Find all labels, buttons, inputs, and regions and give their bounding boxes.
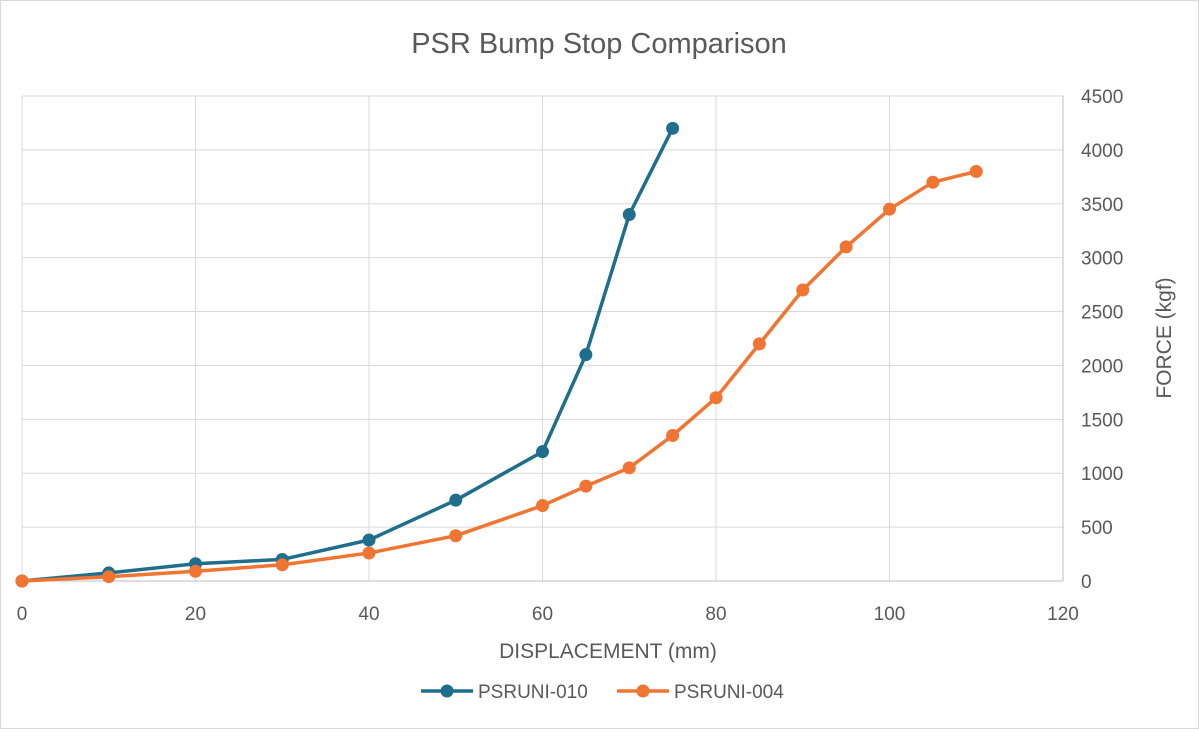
data-point: [622, 208, 636, 222]
legend: PSRUNI-010 PSRUNI-004: [421, 682, 784, 703]
y-tick-label: 4500: [1081, 87, 1123, 108]
y-tick-label: 500: [1081, 518, 1113, 539]
data-point: [275, 558, 289, 572]
y-tick-label: 3500: [1081, 195, 1123, 216]
series-line: [20, 169, 979, 583]
y-axis-title: FORCE (kgf): [1153, 277, 1176, 398]
data-point: [969, 164, 983, 178]
x-tick-label: 80: [705, 604, 726, 625]
data-point: [189, 564, 202, 578]
data-point: [926, 175, 940, 189]
data-point: [666, 121, 680, 135]
y-tick-label: 3000: [1081, 249, 1123, 270]
data-point: [449, 493, 463, 507]
legend-item: PSRUNI-004: [617, 682, 784, 703]
x-tick-label: 120: [1047, 604, 1079, 625]
plot-area: [15, 121, 983, 588]
data-point: [536, 499, 549, 513]
x-tick-label: 100: [874, 604, 906, 625]
legend-swatch-marker: [636, 684, 650, 698]
data-point: [709, 391, 723, 405]
data-point: [15, 574, 29, 588]
x-tick-label: 0: [17, 604, 28, 625]
x-tick-label: 60: [532, 604, 553, 625]
data-point: [579, 479, 593, 493]
data-point: [839, 240, 853, 254]
legend-label: PSRUNI-004: [674, 682, 784, 703]
x-tick-label: 40: [358, 604, 379, 625]
legend-item: PSRUNI-010: [421, 682, 588, 703]
y-tick-label: 4000: [1081, 141, 1123, 162]
x-tick-label: 20: [185, 604, 206, 625]
series-PSRUNI-010: [15, 121, 680, 588]
y-tick-label: 2000: [1081, 356, 1123, 377]
data-point: [666, 429, 680, 442]
y-tick-label: 0: [1081, 572, 1092, 593]
legend-swatch-marker: [440, 684, 454, 698]
chart-title: PSR Bump Stop Comparison: [411, 28, 787, 60]
data-point: [622, 461, 636, 475]
series-line: [20, 126, 675, 583]
data-point: [752, 337, 766, 351]
data-point: [102, 570, 116, 584]
data-point: [362, 546, 376, 560]
legend-label: PSRUNI-010: [478, 682, 588, 703]
data-point: [579, 348, 593, 362]
axes: 0 20 40 60 80 100 1200500100015002000250030003…: [17, 87, 1124, 625]
y-tick-label: 1500: [1081, 410, 1123, 431]
data-point: [536, 445, 549, 459]
data-point: [362, 533, 376, 547]
x-axis-title: DISPLACEMENT (mm): [499, 640, 717, 663]
series-PSRUNI-004: [15, 164, 983, 588]
data-point: [796, 283, 810, 297]
y-tick-label: 2500: [1081, 303, 1123, 324]
y-tick-label: 1000: [1081, 464, 1123, 485]
data-point: [883, 202, 896, 216]
data-point: [449, 529, 463, 543]
